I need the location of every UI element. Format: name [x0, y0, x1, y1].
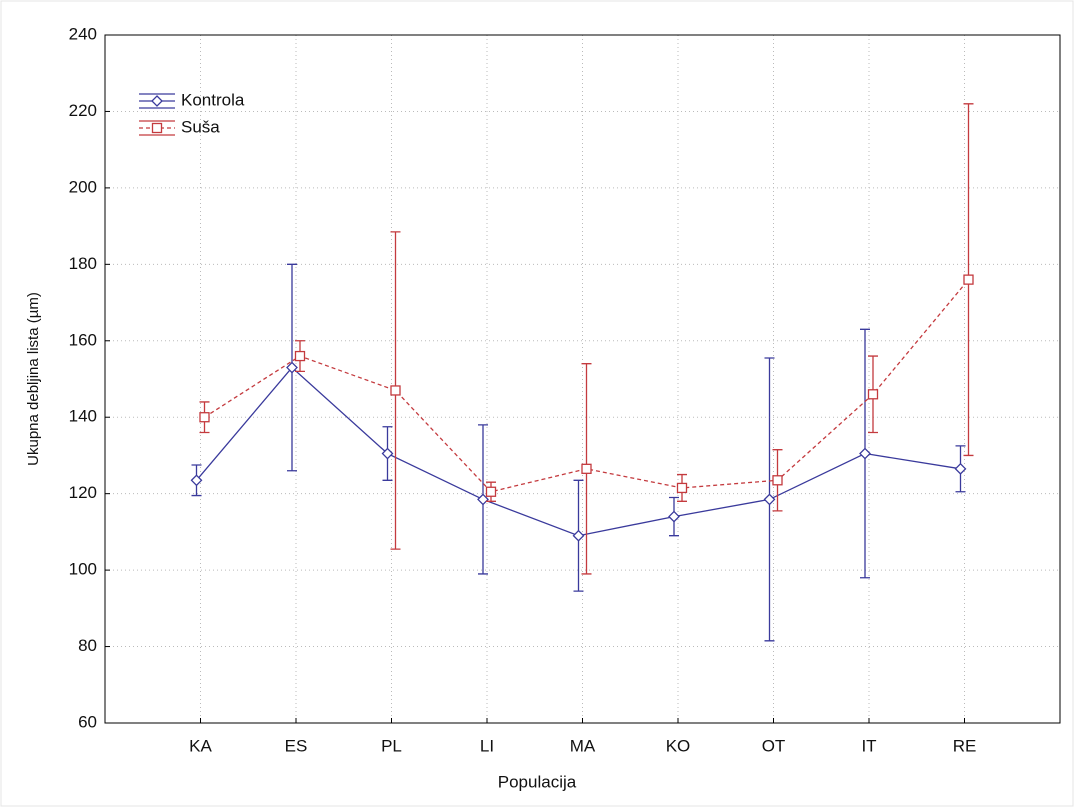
marker	[867, 389, 879, 400]
marker	[859, 447, 871, 460]
marker	[963, 274, 974, 285]
x-axis-label: Populacija	[498, 772, 577, 791]
marker	[763, 493, 776, 506]
y-tick-label: 180	[69, 254, 97, 273]
series-line	[204, 279, 969, 493]
x-tick-label: LI	[480, 736, 494, 755]
marker	[199, 412, 210, 423]
marker	[581, 463, 592, 474]
marker	[668, 510, 680, 523]
marker	[954, 462, 967, 475]
x-tick-label: IT	[861, 736, 876, 755]
marker	[772, 475, 783, 486]
y-tick-label: 220	[69, 101, 97, 120]
legend-label: Suša	[181, 117, 220, 136]
marker	[294, 350, 306, 362]
plot-frame	[104, 34, 1061, 724]
marker	[477, 493, 489, 506]
marker	[190, 474, 203, 487]
marker	[151, 122, 163, 134]
x-tick-label: ES	[285, 736, 308, 755]
x-tick-label: KO	[666, 736, 691, 755]
marker	[676, 482, 688, 494]
x-tick-label: PL	[381, 736, 402, 755]
y-tick-label: 80	[78, 636, 97, 655]
x-tick-label: MA	[570, 736, 596, 755]
marker	[390, 385, 401, 396]
y-tick-label: 120	[69, 483, 97, 502]
legend-label: Kontrola	[181, 90, 245, 109]
marker	[485, 486, 497, 497]
y-tick-label: 240	[69, 24, 97, 43]
y-tick-label: 160	[69, 330, 97, 349]
y-axis-label: Ukupna debljina lista (µm)	[25, 292, 42, 466]
marker	[286, 361, 298, 374]
y-tick-label: 60	[78, 712, 97, 731]
legend-cap	[139, 120, 175, 136]
x-tick-label: RE	[953, 736, 977, 755]
y-tick-label: 200	[69, 177, 97, 196]
x-tick-label: KA	[189, 736, 212, 755]
marker	[381, 447, 394, 460]
x-tick-label: OT	[762, 736, 786, 755]
marker	[151, 95, 163, 107]
legend-cap	[139, 93, 175, 109]
marker	[572, 529, 585, 542]
y-tick-label: 140	[69, 407, 97, 426]
y-tick-label: 100	[69, 560, 97, 579]
